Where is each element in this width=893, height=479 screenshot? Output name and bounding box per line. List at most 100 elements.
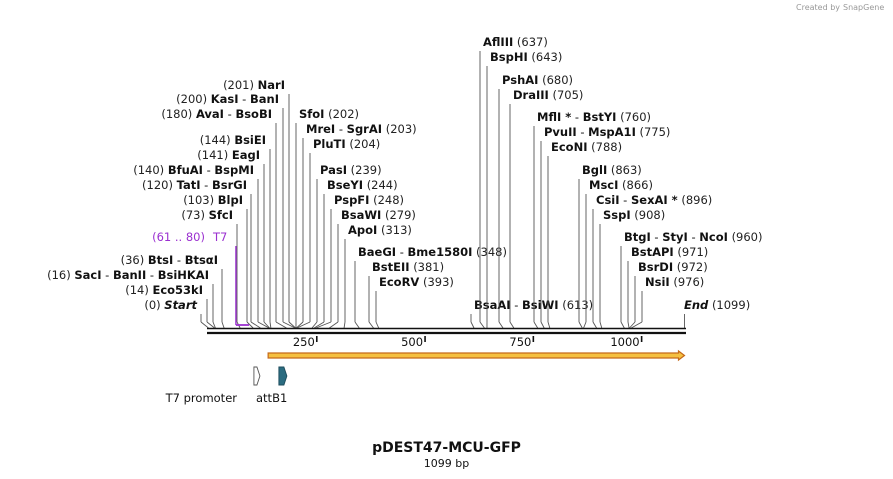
site-label: BstAPI (971) xyxy=(631,245,708,259)
site-csii[interactable]: CsiI - SexAI * (896) xyxy=(592,193,712,329)
site-connector xyxy=(540,321,545,329)
site-connector xyxy=(375,321,380,329)
site-end[interactable]: End (1099) xyxy=(684,298,750,328)
site-bfuai[interactable]: (140) BfuAI - BspMI xyxy=(133,163,270,329)
site-draiii[interactable]: DraIII (705) xyxy=(509,88,583,329)
site-label: BseYI (244) xyxy=(327,178,398,192)
site-connector xyxy=(313,321,325,329)
site-connector xyxy=(547,321,551,329)
site-connector xyxy=(296,321,311,329)
site-saci[interactable]: (16) SacI - BanII - BsiHKAI xyxy=(47,268,216,329)
position-ruler: 250 500 750 1000 xyxy=(293,335,643,349)
site-sspi[interactable]: SspI (908) xyxy=(599,208,665,329)
site-sfci[interactable]: (73) SfcI xyxy=(181,208,241,329)
site-btgi[interactable]: BtgI - StyI - NcoI (960) xyxy=(620,230,763,329)
site-blpi[interactable]: (103) BlpI xyxy=(183,193,254,329)
site-start[interactable]: (0) Start xyxy=(144,298,209,329)
site-connector xyxy=(533,321,539,329)
primer-t7[interactable]: (61 .. 80) T7 xyxy=(152,230,250,326)
site-bsrdi[interactable]: BsrDI (972) xyxy=(629,260,708,329)
site-econi[interactable]: EcoNI (788) xyxy=(547,140,622,329)
site-label: (141) EagI xyxy=(197,148,260,162)
site-connector xyxy=(629,321,636,329)
site-btsi[interactable]: (36) BtsI - BtsαI xyxy=(121,253,225,329)
site-label: BspHI (643) xyxy=(490,50,562,64)
site-kasi[interactable]: (200) KasI - BanI xyxy=(176,92,296,329)
site-label: BsaAI - BsiWI (613) xyxy=(474,298,593,312)
site-pshai[interactable]: PshAI (680) xyxy=(498,73,573,329)
site-afliii[interactable]: AflIII (637) xyxy=(479,35,548,329)
site-connector xyxy=(221,321,225,329)
site-label: NsiI (976) xyxy=(645,275,704,289)
site-pasi[interactable]: PasI (239) xyxy=(311,163,382,329)
site-label: BglI (863) xyxy=(582,163,642,177)
site-nsii[interactable]: NsiI (976) xyxy=(631,275,704,329)
feature-attb1[interactable]: attB1 xyxy=(256,366,288,405)
site-connector xyxy=(296,321,304,329)
site-label: SspI (908) xyxy=(603,208,665,222)
site-label: CsiI - SexAI * (896) xyxy=(596,193,712,207)
site-label: (73) SfcI xyxy=(181,208,233,222)
site-label: BsrDI (972) xyxy=(638,260,708,274)
site-label: (180) AvaI - BsoBI xyxy=(161,107,272,121)
site-bgli[interactable]: BglI (863) xyxy=(578,163,642,329)
site-bsaai[interactable]: BsaAI - BsiWI (613) xyxy=(470,298,593,329)
site-ecorv[interactable]: EcoRV (393) xyxy=(375,275,454,329)
ruler-label: 500 xyxy=(401,335,423,349)
ruler-label: 250 xyxy=(293,335,315,349)
site-mfli[interactable]: MflI * - BstYI (760) xyxy=(533,110,651,329)
site-bseyi[interactable]: BseYI (244) xyxy=(313,178,398,329)
site-label: PshAI (680) xyxy=(502,73,573,87)
ruler-label: 1000 xyxy=(610,335,639,349)
site-label: BstEII (381) xyxy=(372,260,444,274)
site-label: AflIII (637) xyxy=(483,35,548,49)
att-shape xyxy=(278,366,288,386)
site-label: BaeGI - Bme1580I (348) xyxy=(358,245,507,259)
site-connector xyxy=(368,321,374,329)
site-msci[interactable]: MscI (866) xyxy=(583,178,653,329)
site-sfoi[interactable]: SfoI (202) xyxy=(295,107,359,329)
site-bsawi[interactable]: BsaWI (279) xyxy=(329,208,416,329)
site-pspfi[interactable]: PspFI (248) xyxy=(315,193,404,329)
site-avai[interactable]: (180) AvaI - BsoBI xyxy=(161,107,287,329)
site-label: (0) Start xyxy=(144,298,197,312)
site-label: MscI (866) xyxy=(589,178,653,192)
site-connector xyxy=(257,321,270,329)
site-pvuii[interactable]: PvuII - MspA1I (775) xyxy=(540,125,670,329)
feature-label: T7 promoter xyxy=(165,391,238,405)
promoter-shape xyxy=(253,366,261,386)
site-label: (144) BsiEI xyxy=(200,133,266,147)
site-connector xyxy=(620,321,625,329)
site-connector xyxy=(479,321,485,329)
site-tati[interactable]: (120) TatI - BsrGI xyxy=(142,178,261,329)
site-connector xyxy=(200,321,209,329)
map-title: pDEST47-MCU-GFP xyxy=(372,440,521,456)
site-label: (16) SacI - BanII - BsiHKAI xyxy=(47,268,209,282)
site-bsteii[interactable]: BstEII (381) xyxy=(368,260,444,329)
site-eco53ki[interactable]: (14) Eco53kI xyxy=(125,283,215,329)
site-bsphi[interactable]: BspHI (643) xyxy=(486,50,562,329)
site-connector xyxy=(246,321,254,329)
site-label: BsaWI (279) xyxy=(341,208,416,222)
site-connector xyxy=(311,321,318,329)
site-connector xyxy=(329,321,339,329)
site-label: (140) BfuAI - BspMI xyxy=(133,163,254,177)
site-nari[interactable]: (201) NarI xyxy=(223,78,296,329)
feature-t7-promoter[interactable]: T7 promoter xyxy=(165,366,261,405)
site-connector xyxy=(583,321,587,329)
primer-range: (61 .. 80) xyxy=(152,230,205,244)
site-pluti[interactable]: PluTI (204) xyxy=(296,137,380,329)
site-connector xyxy=(250,321,261,329)
site-label: (120) TatI - BsrGI xyxy=(142,178,247,192)
site-mrei[interactable]: MreI - SgrAI (203) xyxy=(296,122,417,329)
site-connector xyxy=(288,321,296,329)
restriction-sites: (0) Start(14) Eco53kI(16) SacI - BanII -… xyxy=(47,35,763,329)
site-label: PasI (239) xyxy=(320,163,382,177)
site-bsiei[interactable]: (144) BsiEI xyxy=(200,133,272,329)
site-apoi[interactable]: ApoI (313) xyxy=(343,223,412,329)
site-eagi[interactable]: (141) EagI xyxy=(197,148,270,329)
site-label: EcoRV (393) xyxy=(379,275,454,289)
site-connector xyxy=(498,321,504,329)
orf-arrow[interactable] xyxy=(267,349,686,362)
site-bstapi[interactable]: BstAPI (971) xyxy=(627,245,708,329)
